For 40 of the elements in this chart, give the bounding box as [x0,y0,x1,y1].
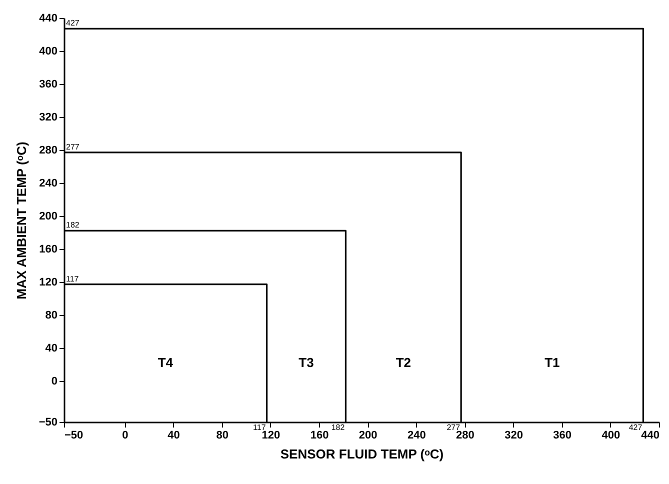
y-tick-label: −50 [38,416,58,428]
annotation: 117 [253,423,266,432]
x-tick-label: 80 [216,430,228,442]
y-tick-label: 80 [45,309,58,322]
x-tick-label: 440 [641,430,660,442]
annotation: 427 [628,423,643,432]
y-tick-label: 440 [39,12,58,24]
x-tick-label: 360 [553,430,572,442]
y-tick-label: 320 [39,111,58,124]
x-tick-label: 240 [407,430,426,442]
x-tick-label: 160 [310,430,329,442]
annotation: T2 [396,355,411,370]
annotation: T1 [544,355,560,370]
y-tick-label: 280 [39,144,58,156]
x-tick-label: 320 [504,430,523,442]
y-tick-label: 160 [39,243,58,256]
y-tick-label: 40 [45,342,58,354]
annotation: 277 [446,423,461,432]
y-tick-label: 240 [39,177,58,190]
x-tick-label: 200 [358,430,378,442]
x-tick-label: −50 [64,430,84,442]
y-axis-title: MAX AMBIENT TEMP (ᵒC) [14,142,29,300]
y-tick-label: 0 [51,375,58,388]
annotation: 427 [66,18,80,28]
x-tick-label: 0 [122,430,128,442]
x-tick-label: 120 [262,430,280,442]
annotation: T3 [298,355,314,370]
y-tick-label: 120 [39,276,58,288]
x-tick-label: 40 [168,430,180,442]
annotation: 117 [66,274,80,284]
x-axis-title: SENSOR FLUID TEMP (ᵒC) [280,446,444,462]
y-tick-label: 360 [39,78,58,90]
y-tick-label: 200 [39,210,58,222]
x-tick-label: 400 [602,430,620,442]
annotation: 182 [331,423,346,432]
annotation: T4 [158,355,174,370]
x-tick-label: 280 [456,430,474,442]
annotation: 277 [66,142,80,152]
annotation: 182 [66,220,80,230]
y-tick-label: 400 [39,45,58,58]
